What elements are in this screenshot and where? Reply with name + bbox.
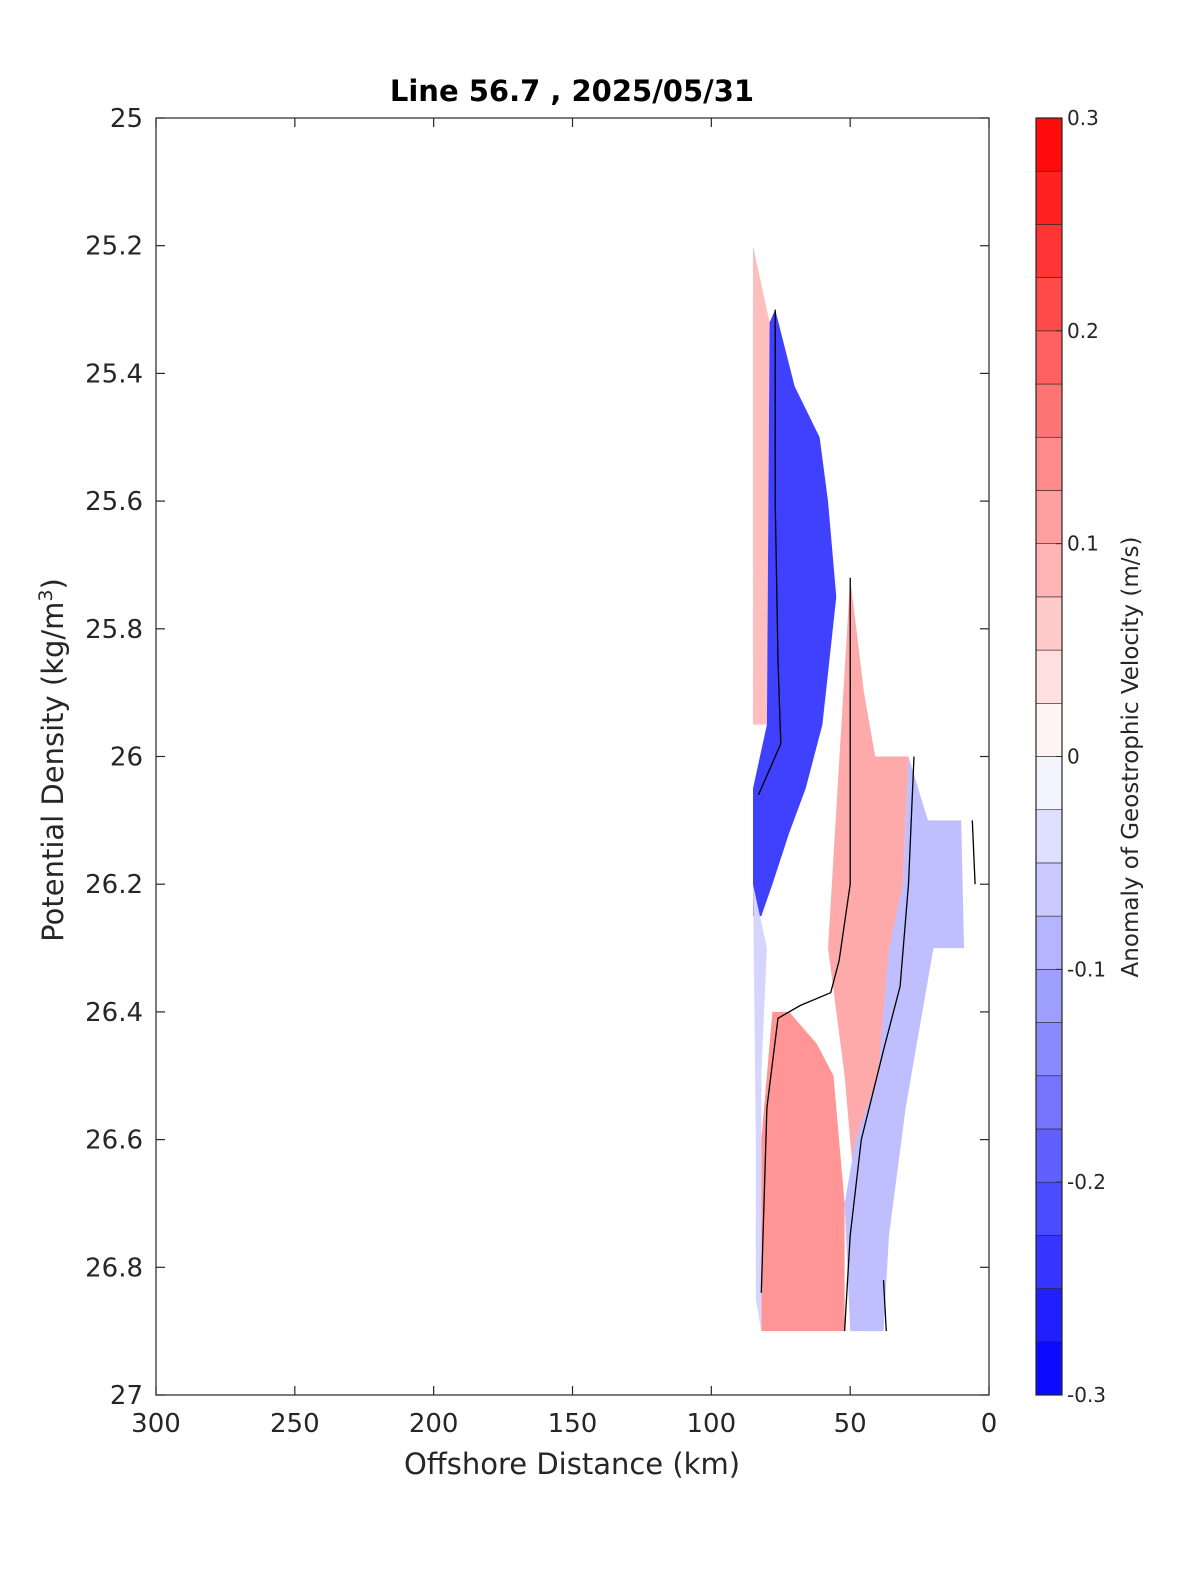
zero-contour-line (971, 820, 976, 885)
y-axis-label-main: Potential Density (kg/m (36, 602, 70, 942)
colorbar-tick-label: 0.3 (1067, 106, 1099, 130)
x-tick-label: 0 (981, 1409, 998, 1439)
colorbar-segment (1035, 277, 1063, 332)
colorbar-segment (1035, 756, 1063, 811)
y-tick-label: 26.4 (85, 998, 143, 1028)
colorbar-segment (1035, 1075, 1063, 1130)
x-tick-label: 150 (548, 1409, 598, 1439)
y-tick-label: 25 (110, 104, 143, 134)
velocity-region-positive-core-west (753, 245, 770, 725)
zero-contour-line (843, 756, 915, 1332)
colorbar-tick-label: -0.3 (1067, 1383, 1106, 1407)
velocity-region-positive-core-middle (828, 577, 909, 1204)
x-tick-label: 100 (687, 1409, 737, 1439)
velocity-region-negative-west-lower (753, 884, 767, 1332)
colorbar-segment (1035, 1288, 1063, 1343)
x-axis-ticks: 300 250 200 150 100 50 0 (131, 118, 997, 1439)
colorbar-tick-label: 0.2 (1067, 319, 1099, 343)
x-tick-label: 50 (834, 1409, 867, 1439)
colorbar-segment (1035, 1022, 1063, 1077)
y-axis-ticks: 25 25.2 25.4 25.6 25.8 26 26.2 26.4 26.6 26.8 27 (85, 104, 989, 1411)
colorbar-tick-label: 0 (1067, 745, 1080, 769)
zero-contour-line (882, 1280, 887, 1332)
colorbar-segment (1035, 862, 1063, 917)
colorbar-segment (1035, 969, 1063, 1023)
velocity-region-negative-core-upper (753, 309, 837, 917)
colorbar-segment (1035, 702, 1063, 757)
y-tick-label: 26 (110, 743, 143, 773)
colorbar-segment (1035, 436, 1063, 491)
y-tick-label: 25.8 (85, 615, 143, 645)
colorbar-segment (1035, 224, 1063, 278)
colorbar-tick-label: -0.1 (1067, 957, 1106, 981)
y-tick-label: 26.8 (85, 1253, 143, 1283)
y-tick-label: 26.6 (85, 1126, 143, 1156)
colorbar-segment (1035, 1341, 1063, 1396)
x-tick-label: 200 (409, 1409, 459, 1439)
chart-title: Line 56.7 , 2025/05/31 (390, 74, 754, 108)
y-axis-label-close: ) (36, 578, 70, 589)
colorbar-segment (1035, 1181, 1063, 1236)
colorbar-segment (1035, 649, 1063, 704)
colorbar-segment (1035, 170, 1063, 225)
x-tick-label: 300 (131, 1409, 181, 1439)
colorbar-tick-label: 0.1 (1067, 532, 1099, 556)
colorbar-segment (1035, 330, 1063, 385)
colorbar-label: Anomaly of Geostrophic Velocity (m/s) (1118, 537, 1144, 978)
x-axis-label: Offshore Distance (km) (404, 1447, 740, 1481)
y-axis-label: Potential Density (kg/m3) (35, 578, 70, 942)
y-axis-label-superscript: 3 (35, 589, 57, 601)
velocity-region-positive-core-lower (761, 1011, 845, 1332)
colorbar-segment (1035, 809, 1063, 864)
colorbar: 0.3 0.2 0.1 0 -0.1 -0.2 -0.3 (1035, 106, 1106, 1407)
zero-contour-line (760, 577, 851, 1293)
colorbar-segment (1035, 596, 1063, 651)
velocity-fill-layer (753, 245, 964, 1332)
colorbar-segment (1035, 915, 1063, 970)
y-tick-label: 25.6 (85, 487, 143, 517)
colorbar-segment (1035, 117, 1063, 172)
zero-contour-line (757, 309, 782, 796)
x-tick-label: 250 (270, 1409, 320, 1439)
y-tick-label: 26.2 (85, 870, 143, 900)
zero-contour-layer (757, 309, 976, 1332)
colorbar-tick-label: -0.2 (1067, 1170, 1106, 1194)
colorbar-segment (1035, 1235, 1063, 1289)
y-tick-label: 25.4 (85, 359, 143, 389)
colorbar-segment (1035, 543, 1063, 598)
colorbar-segment (1035, 383, 1063, 438)
colorbar-segment (1035, 490, 1063, 544)
colorbar-segment (1035, 1128, 1063, 1183)
velocity-region-negative-east (844, 756, 964, 1332)
y-tick-label: 25.2 (85, 232, 143, 262)
y-tick-label: 27 (110, 1381, 143, 1411)
